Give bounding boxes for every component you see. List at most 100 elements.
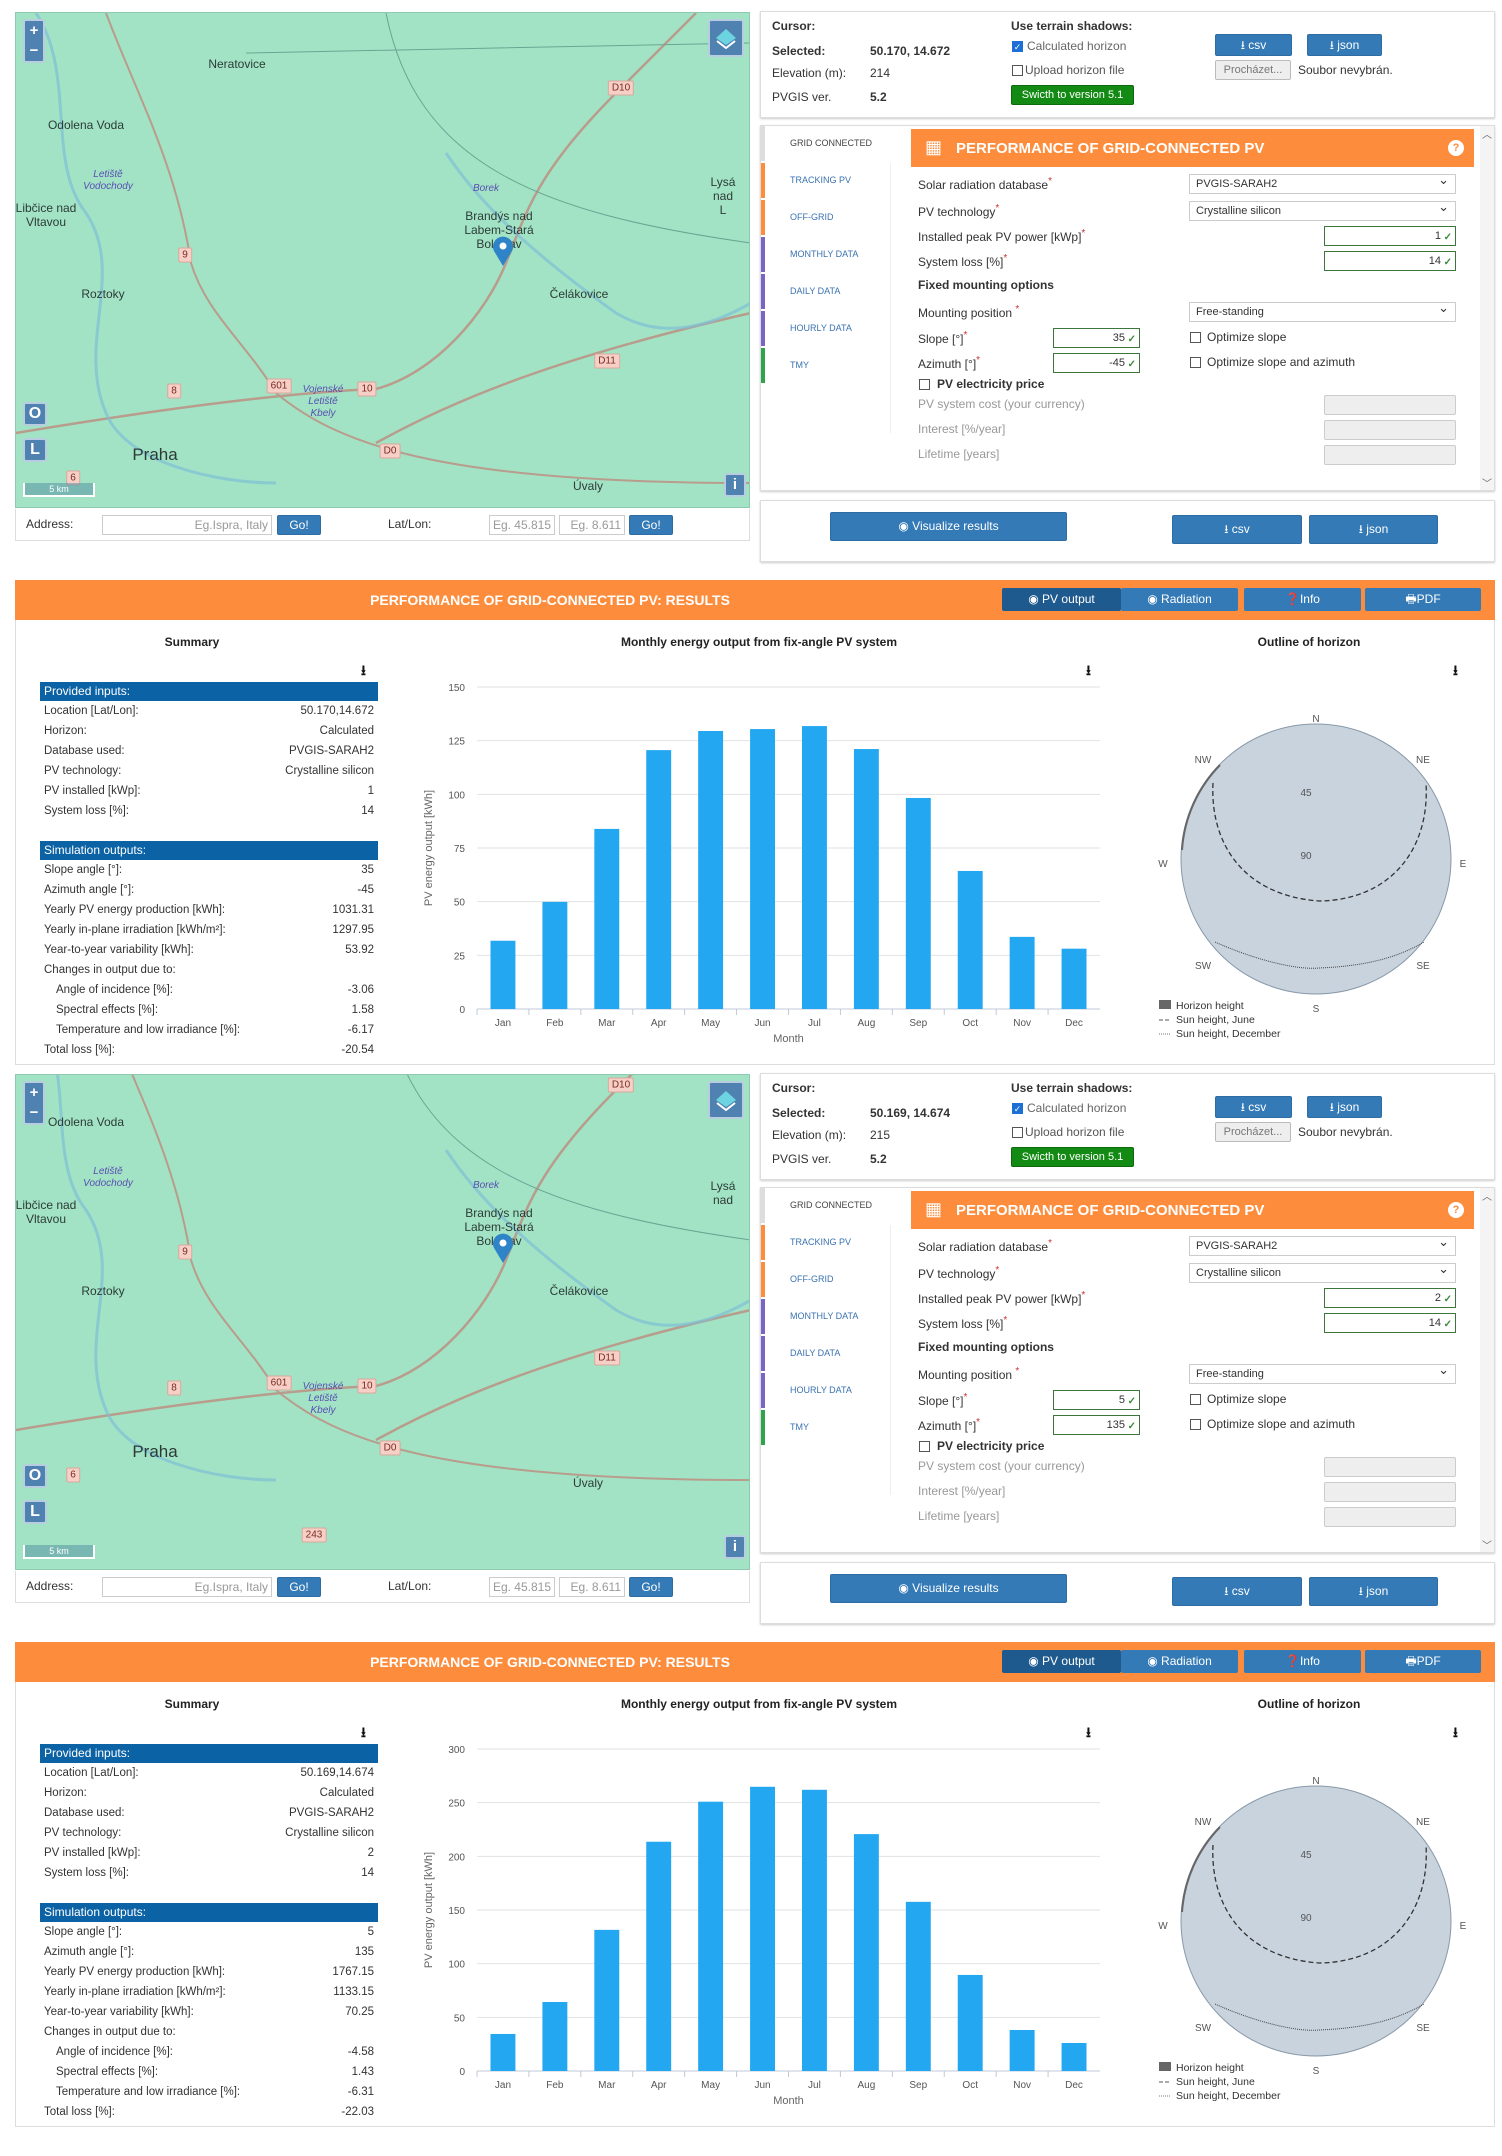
- mounting-position-select[interactable]: Free-standing: [1189, 1361, 1456, 1384]
- tab-tmy[interactable]: TMY: [761, 1410, 890, 1445]
- address-go-button[interactable]: Go!: [277, 1577, 321, 1597]
- azimuth-input[interactable]: 135: [1053, 1415, 1140, 1436]
- optimize-both-checkbox[interactable]: [1190, 357, 1201, 368]
- json-download-button[interactable]: ⭳ json: [1309, 1577, 1438, 1606]
- help-icon[interactable]: ?: [1448, 140, 1464, 156]
- visualize-results-button[interactable]: ◉ Visualize results: [830, 512, 1067, 541]
- slope-input[interactable]: 35: [1053, 328, 1140, 349]
- switch-version-button[interactable]: Swicth to version 5.1: [1011, 85, 1134, 105]
- latlon-go-button[interactable]: Go!: [629, 1577, 673, 1597]
- lon-input[interactable]: Eg. 8.611: [559, 1577, 625, 1597]
- lifetime-input[interactable]: [1324, 1507, 1456, 1527]
- tab-off-grid[interactable]: OFF-GRID: [761, 200, 890, 235]
- browse-file-button[interactable]: Procházet...: [1215, 1122, 1291, 1142]
- json-download-button[interactable]: ⭳ json: [1309, 515, 1438, 544]
- info-button[interactable]: i: [724, 1535, 746, 1559]
- address-input[interactable]: Eg.Ispra, Italy: [102, 515, 272, 535]
- mounting-position-select[interactable]: Free-standing: [1189, 299, 1456, 322]
- pv-technology-select[interactable]: Crystalline silicon: [1189, 198, 1456, 221]
- visualize-results-button[interactable]: ◉ Visualize results: [830, 1574, 1067, 1603]
- help-icon[interactable]: ?: [1448, 1202, 1464, 1218]
- cost-input[interactable]: [1324, 1457, 1456, 1477]
- azimuth-input[interactable]: -45: [1053, 353, 1140, 374]
- info-button[interactable]: i: [724, 473, 746, 497]
- form-scrollbar[interactable]: ︿ ﹀: [1480, 1188, 1494, 1552]
- chart-download-icon[interactable]: ⭳: [1086, 662, 1091, 678]
- system-loss-input[interactable]: 14: [1324, 251, 1456, 272]
- tab-daily-data[interactable]: DAILY DATA: [761, 1336, 890, 1371]
- slope-input[interactable]: 5: [1053, 1390, 1140, 1411]
- zoom-out-button[interactable]: −: [29, 42, 39, 59]
- peak-power-input[interactable]: 1: [1324, 226, 1456, 247]
- system-loss-input[interactable]: 14: [1324, 1313, 1456, 1334]
- horizon-download-icon[interactable]: ⭳: [1453, 1724, 1458, 1740]
- tab-grid-connected[interactable]: GRID CONNECTED: [761, 1188, 890, 1223]
- optimize-slope-checkbox[interactable]: [1190, 332, 1201, 343]
- radiation-database-select[interactable]: PVGIS-SARAH2: [1189, 1233, 1456, 1256]
- zoom-in-button[interactable]: +: [29, 22, 39, 39]
- switch-version-button[interactable]: Swicth to version 5.1: [1011, 1147, 1134, 1167]
- scroll-down-icon[interactable]: ﹀: [1482, 479, 1492, 490]
- summary-download-icon[interactable]: ⭳: [361, 662, 366, 678]
- pv-price-checkbox[interactable]: [919, 379, 930, 390]
- pdf-button[interactable]: 🖶PDF: [1365, 588, 1481, 611]
- info-results-button[interactable]: ❓Info: [1244, 1650, 1361, 1673]
- upload-horizon-checkbox[interactable]: [1012, 65, 1023, 76]
- csv-download-button[interactable]: ⭳ csv: [1172, 1577, 1302, 1606]
- latlon-go-button[interactable]: Go!: [629, 515, 673, 535]
- legend-sun-june[interactable]: Sun height, June: [1176, 2076, 1255, 2088]
- horizon-csv-button[interactable]: ⭳ csv: [1215, 34, 1292, 56]
- tab-monthly-data[interactable]: MONTHLY DATA: [761, 1299, 890, 1334]
- tab-tracking-pv[interactable]: TRACKING PV: [761, 163, 890, 198]
- horizon-json-button[interactable]: ⭳ json: [1307, 1096, 1382, 1118]
- upload-horizon-checkbox[interactable]: [1012, 1127, 1023, 1138]
- browse-file-button[interactable]: Procházet...: [1215, 60, 1291, 80]
- legend-horizon-height[interactable]: Horizon height: [1176, 2062, 1244, 2074]
- legend-sun-june[interactable]: Sun height, June: [1176, 1014, 1255, 1026]
- pv-output-button[interactable]: ◉ PV output: [1002, 1650, 1121, 1673]
- pv-price-checkbox[interactable]: [919, 1441, 930, 1452]
- peak-power-input[interactable]: 2: [1324, 1288, 1456, 1309]
- location-marker-icon[interactable]: [492, 236, 514, 266]
- interest-input[interactable]: [1324, 420, 1456, 440]
- tab-tmy[interactable]: TMY: [761, 348, 890, 383]
- tab-grid-connected[interactable]: GRID CONNECTED: [761, 126, 890, 161]
- legend-sun-december[interactable]: Sun height, December: [1176, 2090, 1281, 2102]
- scroll-up-icon[interactable]: ︿: [1482, 1192, 1492, 1203]
- horizon-download-icon[interactable]: ⭳: [1453, 662, 1458, 678]
- form-scrollbar[interactable]: ︿ ﹀: [1480, 126, 1494, 490]
- pv-technology-select[interactable]: Crystalline silicon: [1189, 1260, 1456, 1283]
- optimize-slope-checkbox[interactable]: [1190, 1394, 1201, 1405]
- info-results-button[interactable]: ❓Info: [1244, 588, 1361, 611]
- tab-off-grid[interactable]: OFF-GRID: [761, 1262, 890, 1297]
- chart-download-icon[interactable]: ⭳: [1086, 1724, 1091, 1740]
- overlay-o-button[interactable]: O: [23, 402, 47, 426]
- optimize-both-checkbox[interactable]: [1190, 1419, 1201, 1430]
- cost-input[interactable]: [1324, 395, 1456, 415]
- zoom-in-button[interactable]: +: [29, 1084, 39, 1101]
- location-marker-icon[interactable]: [492, 1233, 514, 1263]
- overlay-l-button[interactable]: L: [23, 438, 47, 462]
- tab-hourly-data[interactable]: HOURLY DATA: [761, 1373, 890, 1408]
- address-input[interactable]: Eg.Ispra, Italy: [102, 1577, 272, 1597]
- tab-tracking-pv[interactable]: TRACKING PV: [761, 1225, 890, 1260]
- radiation-database-select[interactable]: PVGIS-SARAH2: [1189, 171, 1456, 194]
- overlay-l-button[interactable]: L: [23, 1500, 47, 1524]
- horizon-json-button[interactable]: ⭳ json: [1307, 34, 1382, 56]
- tab-daily-data[interactable]: DAILY DATA: [761, 274, 890, 309]
- interest-input[interactable]: [1324, 1482, 1456, 1502]
- radiation-button[interactable]: ◉ Radiation: [1121, 1650, 1238, 1673]
- pdf-button[interactable]: 🖶PDF: [1365, 1650, 1481, 1673]
- scroll-down-icon[interactable]: ﹀: [1482, 1541, 1492, 1552]
- lon-input[interactable]: Eg. 8.611: [559, 515, 625, 535]
- radiation-button[interactable]: ◉ Radiation: [1121, 588, 1238, 611]
- scroll-up-icon[interactable]: ︿: [1482, 130, 1492, 141]
- address-go-button[interactable]: Go!: [277, 515, 321, 535]
- layers-button[interactable]: [708, 19, 744, 57]
- summary-download-icon[interactable]: ⭳: [361, 1724, 366, 1740]
- horizon-csv-button[interactable]: ⭳ csv: [1215, 1096, 1292, 1118]
- legend-sun-december[interactable]: Sun height, December: [1176, 1028, 1281, 1040]
- layers-button[interactable]: [708, 1081, 744, 1119]
